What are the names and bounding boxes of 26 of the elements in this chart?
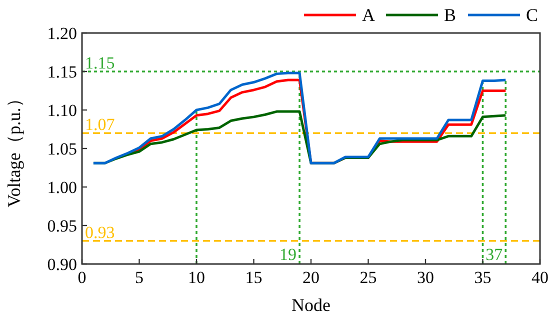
y-tick-label: 1.20 [47,24,77,43]
y-tick-label: 1.15 [47,62,77,82]
ref-line-label: 0.93 [85,222,115,242]
x-tick-label: 5 [135,268,144,287]
x-tick-label: 15 [245,268,262,287]
ref-line-label: 1.15 [85,54,115,72]
y-axis-title: Voltage（p.u.） [4,90,24,208]
ref-line-label: 1.07 [85,115,116,134]
y-tick-label: 0.95 [47,216,77,236]
x-tick-label: 10 [188,268,205,287]
y-tick-label: 1.10 [47,101,77,120]
x-tick-label: 35 [474,268,492,287]
x-tick-label: 30 [417,268,434,287]
y-tick-label: 1.00 [47,178,77,197]
x-tick-label: 25 [360,268,377,287]
x-tick-label: 0 [78,268,86,287]
ref-line-label: 37 [486,245,504,264]
legend-label: C [526,5,538,25]
x-tick-label: 40 [532,268,548,287]
ref-line-label: 19 [280,245,297,264]
x-tick-label: 20 [302,268,320,287]
legend-label: B [444,5,456,25]
y-tick-label: 1.05 [47,140,77,158]
y-tick-label: 0.90 [47,255,77,274]
legend-label: A [362,5,375,25]
x-axis-title: Node [292,295,330,315]
